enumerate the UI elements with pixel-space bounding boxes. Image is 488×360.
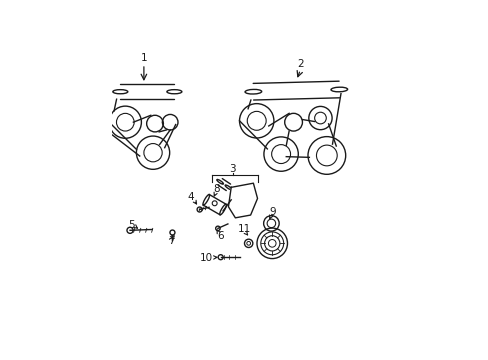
Text: 5: 5 [128,220,135,230]
Polygon shape [228,183,257,218]
Text: 3: 3 [229,164,235,174]
Text: 6: 6 [216,231,223,241]
Text: 10: 10 [199,253,212,263]
Text: 1: 1 [140,53,147,63]
Text: 9: 9 [269,207,276,217]
Text: 2: 2 [297,59,303,69]
Text: 11: 11 [237,224,250,234]
Text: 4: 4 [187,192,194,202]
Text: 7: 7 [168,237,175,246]
Text: 8: 8 [213,184,220,194]
